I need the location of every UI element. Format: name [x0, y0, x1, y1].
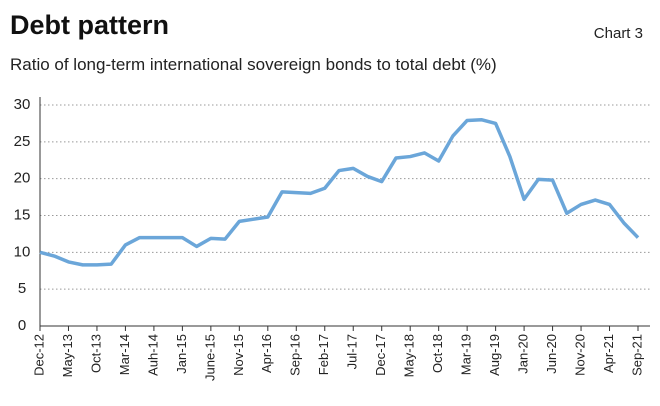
line-series — [39, 117, 640, 267]
x-tick-label: June-15 — [202, 334, 217, 381]
y-tick-label: 30 — [14, 96, 31, 113]
x-tick-label: Apr-16 — [259, 334, 274, 373]
x-tick-label: Dec-12 — [31, 334, 46, 376]
x-tick-label: Mar-19 — [459, 334, 474, 375]
x-tick-label: Feb-17 — [316, 334, 331, 375]
x-tick-label: Jun-20 — [544, 334, 559, 374]
x-tick-label: Oct-18 — [430, 334, 445, 373]
y-tick-label: 5 — [18, 280, 26, 297]
y-tick-label: 25 — [14, 133, 31, 150]
chart-subtitle: Ratio of long-term international soverei… — [10, 55, 497, 74]
x-tick-label: Nov-20 — [572, 334, 587, 376]
x-tick-label: Auh-14 — [145, 334, 160, 376]
y-tick-label: 20 — [14, 170, 31, 187]
x-tick-label: Sep-21 — [629, 334, 644, 376]
x-tick-label: Mar-14 — [117, 334, 132, 375]
y-tick-label: 10 — [14, 243, 31, 260]
x-tick-label: Nov-15 — [231, 334, 246, 376]
x-tick-label: May-13 — [60, 334, 75, 377]
chart-title: Debt pattern — [10, 10, 169, 40]
x-tick-label: Jul-17 — [345, 334, 360, 369]
x-tick-label: Jan-20 — [516, 334, 531, 374]
x-tick-label: Sep-16 — [288, 334, 303, 376]
y-tick-label: 0 — [18, 317, 26, 334]
x-tick-label: Oct-13 — [88, 334, 103, 373]
x-tick-label: Jan-15 — [174, 334, 189, 374]
x-tick-label: Apr-21 — [601, 334, 616, 373]
x-tick-label: Aug-19 — [487, 334, 502, 376]
y-tick-label: 15 — [14, 206, 31, 223]
chart-label: Chart 3 — [594, 25, 643, 42]
x-tick-label: Dec-17 — [373, 334, 388, 376]
x-tick-label: May-18 — [402, 334, 417, 377]
